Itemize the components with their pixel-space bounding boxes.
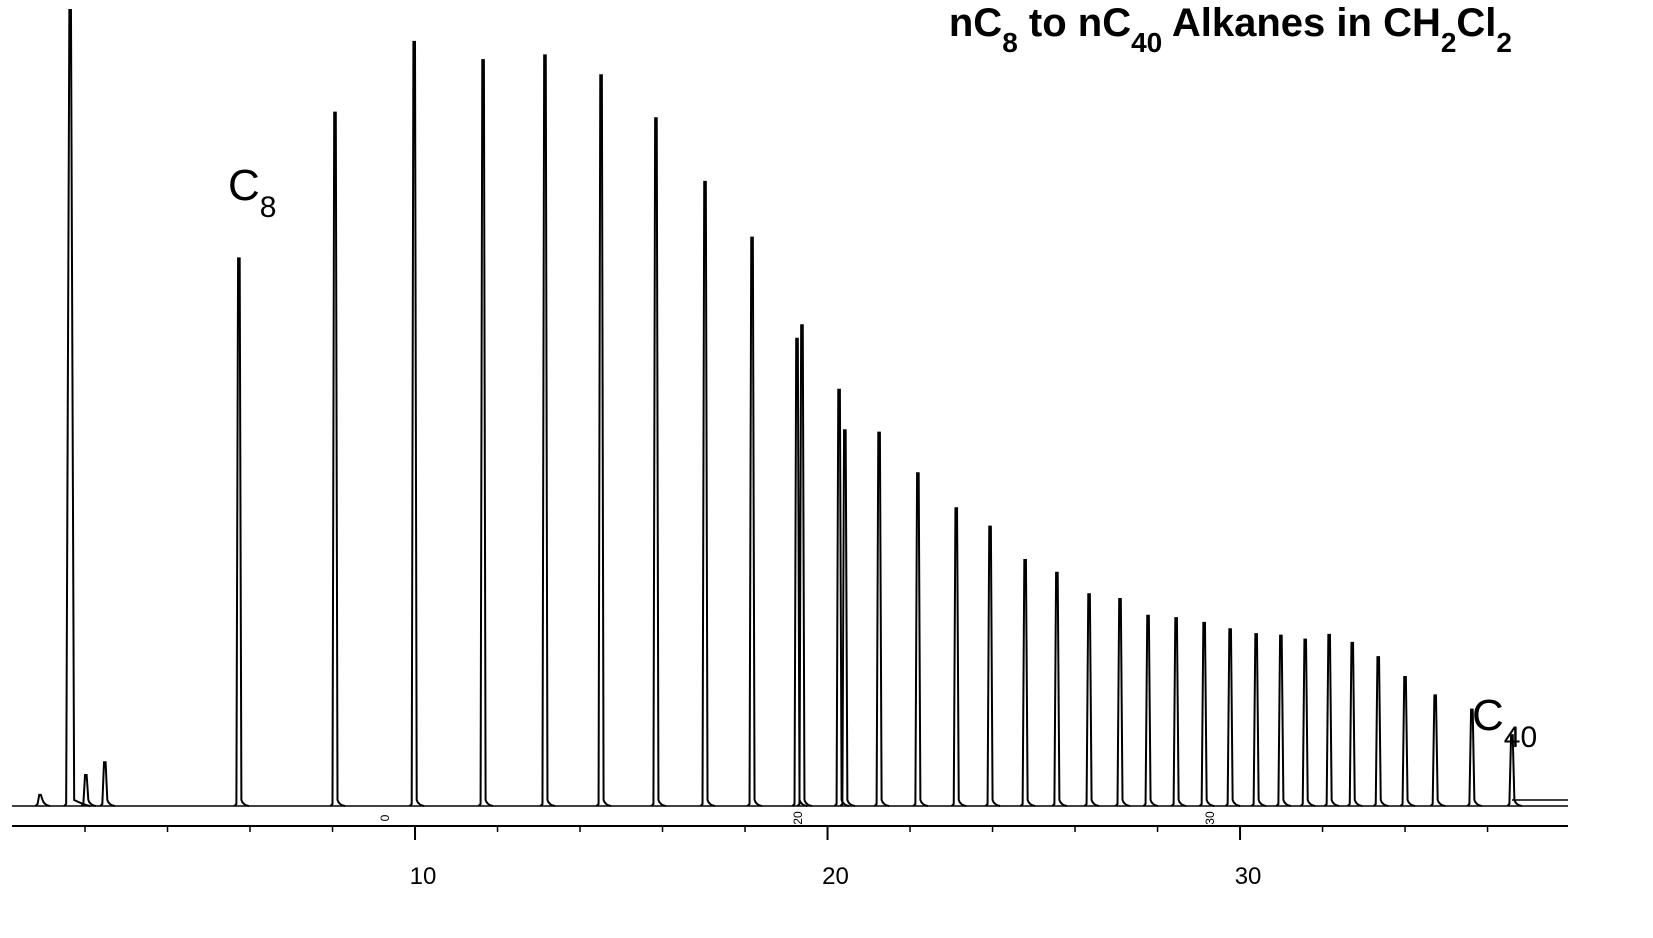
subscript: 8: [1002, 27, 1018, 58]
subscript: 40: [1131, 27, 1162, 58]
x-tick-label: 30: [1235, 863, 1262, 890]
peak: [1019, 559, 1036, 807]
subscript: 8: [260, 191, 277, 224]
chart-title: nC8 to nC40 Alkanes in CH2Cl2: [949, 1, 1512, 58]
rotated-label: 20: [791, 811, 805, 825]
text-part: Alkanes in CH: [1162, 1, 1441, 45]
peak: [796, 324, 813, 807]
rotated-label: 0: [378, 814, 392, 821]
peak: [1142, 614, 1159, 807]
peak: [1250, 633, 1267, 807]
peak: [1347, 641, 1363, 807]
peak: [99, 761, 116, 807]
peak: [539, 54, 556, 807]
peak: [699, 180, 716, 807]
peak: [1300, 638, 1316, 807]
peak: [1198, 621, 1215, 807]
peak: [1114, 598, 1131, 807]
peak: [63, 9, 91, 807]
text-part: to nC: [1018, 1, 1131, 45]
peak: [1373, 656, 1389, 807]
peak: [1399, 676, 1416, 807]
peak: [951, 507, 967, 807]
peak: [650, 117, 667, 807]
x-tick-label: 20: [822, 863, 849, 890]
peak: [1466, 708, 1483, 807]
x-tick-label: 10: [410, 863, 437, 890]
rotated-label: 30: [1203, 811, 1217, 825]
subscript: 40: [1504, 721, 1537, 754]
peak: [1323, 633, 1340, 807]
annotation: C40: [1472, 691, 1537, 754]
peak: [912, 472, 929, 807]
text-part: nC: [949, 1, 1002, 45]
subscript: 2: [1496, 27, 1512, 58]
peak: [1506, 734, 1523, 807]
peak: [80, 773, 97, 807]
peak: [1083, 593, 1100, 807]
peak: [233, 257, 250, 807]
peak: [1051, 571, 1068, 807]
subscript: 2: [1441, 27, 1457, 58]
peak: [595, 74, 612, 807]
text-part: C: [228, 161, 260, 210]
peak: [329, 111, 346, 807]
peak: [408, 40, 425, 807]
text-part: Cl: [1456, 1, 1496, 45]
peak: [1170, 617, 1187, 807]
peak: [984, 525, 1001, 807]
annotation: C8: [228, 161, 276, 224]
text-part: C: [1472, 691, 1504, 740]
peak: [34, 793, 51, 807]
peak: [873, 431, 890, 807]
peak: [1275, 634, 1292, 807]
peak: [839, 429, 856, 807]
peak: [1429, 694, 1446, 807]
peak: [1224, 628, 1241, 807]
peak: [477, 59, 494, 807]
peak: [746, 236, 763, 807]
peak: [791, 337, 808, 807]
